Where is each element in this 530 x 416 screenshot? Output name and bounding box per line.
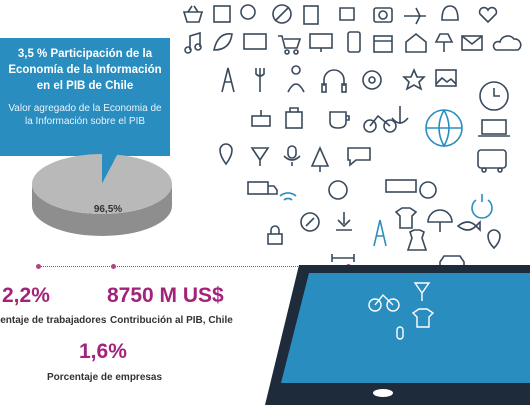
divider-dot-middle <box>111 264 116 269</box>
camera-icon <box>373 7 393 23</box>
music-icon <box>184 31 202 54</box>
compass-icon <box>300 212 320 232</box>
pin-icon <box>219 143 233 166</box>
mic-icon <box>283 145 301 166</box>
power-icon <box>471 194 493 219</box>
home-button-icon <box>373 389 393 397</box>
cart-icon <box>278 35 302 55</box>
cup-icon <box>339 7 355 21</box>
pie-slice-0 <box>102 154 118 184</box>
cloud-icon <box>492 35 522 51</box>
fish-icon <box>456 220 481 232</box>
bag-icon <box>285 107 303 129</box>
person-icon <box>287 65 305 93</box>
coffee-icon <box>329 111 350 129</box>
callout-title: 3,5 % Participación de la Economía de la… <box>8 48 162 92</box>
stat-workers-label: Porcentaje de trabajadores <box>0 315 107 326</box>
pie-side <box>32 184 172 236</box>
star-icon <box>402 67 426 91</box>
cake-icon <box>251 110 271 127</box>
fork-icon <box>255 68 265 92</box>
bicycle-screen-icon <box>368 293 400 312</box>
stat-workers-value: 2,2% <box>2 284 50 307</box>
basket-icon <box>182 5 204 23</box>
tv-icon <box>243 33 267 50</box>
keyboard-icon <box>385 179 417 193</box>
stat-gdp-value: 8750 M US$ <box>107 284 224 307</box>
tree-icon <box>310 146 330 172</box>
bicycle-icon <box>363 114 397 133</box>
home-icon <box>405 32 427 53</box>
glass-screen-icon <box>413 282 431 301</box>
divider-dot-left <box>36 264 41 269</box>
lock-icon <box>267 225 283 245</box>
apple-icon <box>419 181 437 199</box>
dress-icon <box>406 229 428 251</box>
shirt-icon <box>394 207 418 229</box>
callout-box: 3,5 % Participación de la Economía de la… <box>0 38 170 156</box>
icon-cloud <box>182 4 522 287</box>
shirt-screen-icon <box>411 308 435 328</box>
eiffel-icon <box>373 219 387 247</box>
bus-icon <box>477 149 507 173</box>
heart-icon <box>478 6 498 24</box>
monitor-icon <box>309 33 333 52</box>
wifi-icon <box>279 192 297 201</box>
calendar-icon <box>373 35 393 53</box>
callout-subtitle: Valor agregado de la Economia de la Info… <box>8 103 162 127</box>
book-icon <box>303 5 319 25</box>
dollar-icon <box>328 180 348 200</box>
tablet-illustration <box>265 265 530 405</box>
lamp-icon <box>434 33 454 52</box>
gear-icon <box>362 70 382 90</box>
pie-chart: 3,5%96,5% <box>32 154 173 236</box>
pie-label-1: 96,5% <box>94 204 122 215</box>
chat-icon <box>347 147 371 167</box>
plane-icon <box>404 7 426 25</box>
location-icon <box>487 229 501 250</box>
weights-icon <box>331 254 355 262</box>
leaf-icon <box>213 33 233 51</box>
globe-icon <box>425 109 463 148</box>
clock-icon <box>479 81 509 111</box>
stat-companies-value: 1,6% <box>79 340 127 363</box>
laptop-icon <box>478 119 510 137</box>
stat-companies-label: Porcentaje de empresas <box>47 372 163 383</box>
umbrella-icon <box>427 209 453 232</box>
box-icon <box>213 5 231 23</box>
anchor-icon <box>391 106 409 124</box>
stat-gdp-label: Contribución al PIB, Chile <box>110 315 233 326</box>
truck-icon <box>247 181 278 195</box>
drink-icon <box>250 147 270 166</box>
photo-icon <box>435 69 457 87</box>
envelope-icon <box>461 35 483 51</box>
mic-screen-icon <box>396 326 404 340</box>
download-icon <box>336 212 352 231</box>
pie-slice-1 <box>32 154 173 214</box>
no-smoking-icon <box>272 4 292 24</box>
phone-icon <box>347 31 361 53</box>
swirl-icon <box>240 4 256 20</box>
tower-icon <box>221 67 235 93</box>
bell-icon <box>441 5 459 21</box>
headphones-icon <box>321 69 347 93</box>
divider-line <box>38 266 350 267</box>
